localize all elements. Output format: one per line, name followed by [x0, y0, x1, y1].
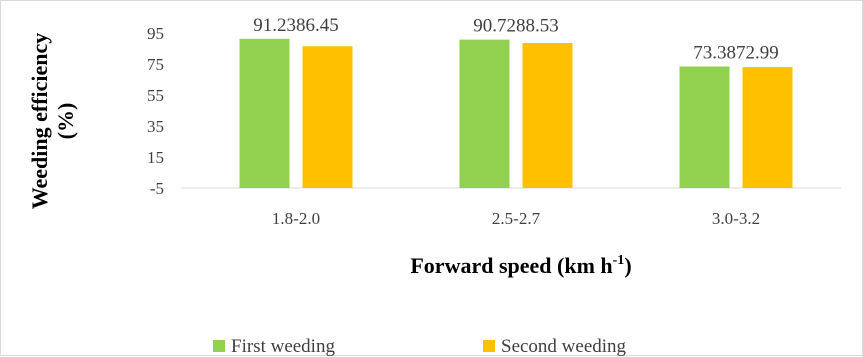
x-tick-label: 1.8-2.0 — [272, 209, 320, 228]
data-label: 91.2386.45 — [253, 15, 339, 36]
bar-first-weeding — [239, 38, 290, 188]
x-tick-label: 2.5-2.7 — [492, 209, 541, 228]
x-axis-title: Forward speed (km h-1) — [410, 253, 631, 278]
y-tick-label: 35 — [147, 117, 164, 136]
legend-label: First weeding — [231, 336, 335, 357]
x-axis-title-superscript: -1 — [613, 253, 625, 268]
x-axis-title-close: ) — [624, 253, 631, 278]
x-axis-ticks: 1.8-2.0 2.5-2.7 3.0-3.2 — [272, 209, 760, 228]
y-tick-label: 15 — [147, 148, 164, 167]
y-axis-title: Weeding efficiency (%) — [27, 33, 78, 210]
data-label: 73.3872.99 — [693, 43, 779, 64]
bars — [239, 38, 793, 188]
bar-second-weeding — [302, 46, 353, 188]
legend: First weeding Second weeding — [213, 336, 627, 357]
bar-second-weeding — [522, 43, 573, 188]
y-tick-label: 95 — [147, 24, 164, 43]
x-tick-label: 3.0-3.2 — [712, 209, 760, 228]
y-axis-label-line1: Weeding efficiency — [27, 33, 52, 210]
legend-swatch — [483, 340, 495, 352]
y-axis-ticks: 95 75 55 35 15 -5 — [147, 24, 164, 198]
y-tick-label: 75 — [147, 55, 164, 74]
y-axis-label-line2: (%) — [53, 103, 78, 140]
y-tick-label: -5 — [150, 179, 164, 198]
y-tick-label: 55 — [147, 86, 164, 105]
legend-label: Second weeding — [501, 336, 627, 357]
data-labels: 91.2386.45 90.7288.53 73.3872.99 — [253, 15, 779, 64]
x-axis-title-text: Forward speed (km h — [410, 253, 612, 278]
bar-second-weeding — [742, 67, 793, 188]
bar-first-weeding — [679, 66, 730, 188]
bar-first-weeding — [459, 39, 510, 188]
legend-swatch — [213, 340, 225, 352]
data-label: 90.7288.53 — [473, 16, 559, 37]
